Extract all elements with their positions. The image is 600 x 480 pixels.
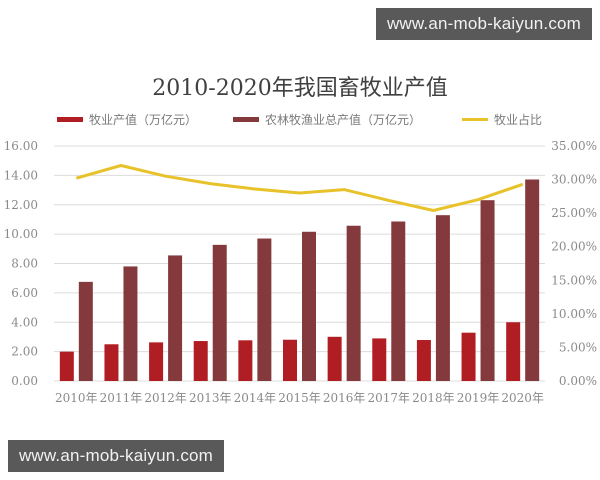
bar-total bbox=[435, 215, 450, 381]
x-tick-label: 2014年 bbox=[234, 391, 277, 405]
left-tick-label: 2.00 bbox=[11, 345, 38, 359]
gridlines bbox=[54, 145, 545, 382]
x-axis-labels: 2010年 2011年 2012年 2013年 2014年 2015年 2016年 2017年… bbox=[55, 391, 544, 405]
left-tick-label: 4.00 bbox=[11, 315, 38, 329]
right-tick-label: 25.00% bbox=[551, 206, 597, 220]
x-tick-label: 2017年 bbox=[367, 391, 410, 405]
watermark-top: www.an-mob-kaiyun.com bbox=[376, 8, 592, 40]
right-tick-label: 30.00% bbox=[551, 173, 597, 187]
bar-livestock bbox=[416, 340, 431, 381]
legend-swatch-total bbox=[233, 117, 259, 122]
left-axis-ticks: 0.00 2.00 4.00 6.00 8.00 10.00 12.00 14.00 16.00 bbox=[4, 139, 38, 388]
bar-livestock bbox=[59, 351, 74, 381]
chart-legend: 牧业产值（万亿元） 农林牧渔业总产值（万亿元） 牧业占比 bbox=[0, 111, 600, 129]
legend-swatch-livestock bbox=[57, 117, 83, 122]
bar-livestock bbox=[193, 341, 208, 381]
bar-livestock bbox=[238, 340, 253, 381]
bar-total bbox=[257, 238, 272, 381]
right-tick-label: 5.00% bbox=[559, 340, 597, 354]
bar-total bbox=[525, 179, 540, 381]
right-tick-label: 0.00% bbox=[559, 374, 597, 388]
bar-total bbox=[480, 200, 495, 381]
watermark-bottom: www.an-mob-kaiyun.com bbox=[8, 440, 224, 472]
x-tick-label: 2012年 bbox=[144, 391, 187, 405]
left-tick-label: 6.00 bbox=[11, 286, 38, 300]
right-tick-label: 35.00% bbox=[551, 139, 597, 153]
legend-label-share: 牧业占比 bbox=[494, 113, 543, 127]
left-tick-label: 10.00 bbox=[4, 227, 38, 241]
bar-livestock bbox=[372, 338, 387, 381]
bar-livestock bbox=[149, 342, 164, 381]
chart-title: 2010-2020年我国畜牧业产值 bbox=[152, 76, 448, 101]
bar-total bbox=[168, 255, 183, 381]
legend-label-livestock: 牧业产值（万亿元） bbox=[89, 113, 198, 127]
right-tick-label: 10.00% bbox=[551, 307, 597, 321]
right-axis-ticks: 0.00% 5.00% 10.00% 15.00% 20.00% 25.00% 30.00%… bbox=[551, 139, 597, 388]
left-tick-label: 12.00 bbox=[4, 198, 38, 212]
x-tick-label: 2011年 bbox=[100, 391, 143, 405]
legend-item-total: 农林牧渔业总产值（万亿元） bbox=[233, 111, 421, 128]
x-tick-label: 2015年 bbox=[278, 391, 321, 405]
bar-total bbox=[391, 221, 406, 381]
left-tick-label: 16.00 bbox=[4, 139, 38, 153]
bar-livestock bbox=[283, 339, 297, 381]
x-tick-label: 2013年 bbox=[189, 391, 232, 405]
left-tick-label: 0.00 bbox=[11, 374, 38, 388]
bar-total bbox=[346, 225, 361, 381]
x-tick-label: 2020年 bbox=[501, 391, 544, 405]
bar-total bbox=[302, 231, 316, 381]
x-tick-label: 2018年 bbox=[412, 391, 455, 405]
bar-total bbox=[123, 266, 138, 381]
bar-livestock bbox=[327, 336, 342, 381]
legend-label-total: 农林牧渔业总产值（万亿元） bbox=[265, 113, 422, 127]
left-tick-label: 8.00 bbox=[11, 257, 38, 271]
bar-total bbox=[212, 244, 227, 381]
right-tick-label: 15.00% bbox=[551, 273, 597, 287]
share-line bbox=[75, 164, 524, 212]
bar-livestock bbox=[104, 344, 119, 381]
bar-livestock bbox=[461, 332, 476, 381]
legend-swatch-share bbox=[462, 118, 488, 121]
legend-item-livestock: 牧业产值（万亿元） bbox=[57, 111, 197, 128]
bar-series bbox=[59, 179, 540, 381]
legend-item-share: 牧业占比 bbox=[462, 111, 542, 128]
share-line-series bbox=[75, 164, 524, 212]
bar-total bbox=[78, 281, 93, 381]
right-tick-label: 20.00% bbox=[551, 240, 597, 254]
left-tick-label: 14.00 bbox=[4, 168, 38, 182]
x-tick-label: 2019年 bbox=[457, 391, 500, 405]
bar-livestock bbox=[506, 322, 521, 381]
x-tick-label: 2010年 bbox=[55, 391, 98, 405]
x-tick-label: 2016年 bbox=[323, 391, 366, 405]
